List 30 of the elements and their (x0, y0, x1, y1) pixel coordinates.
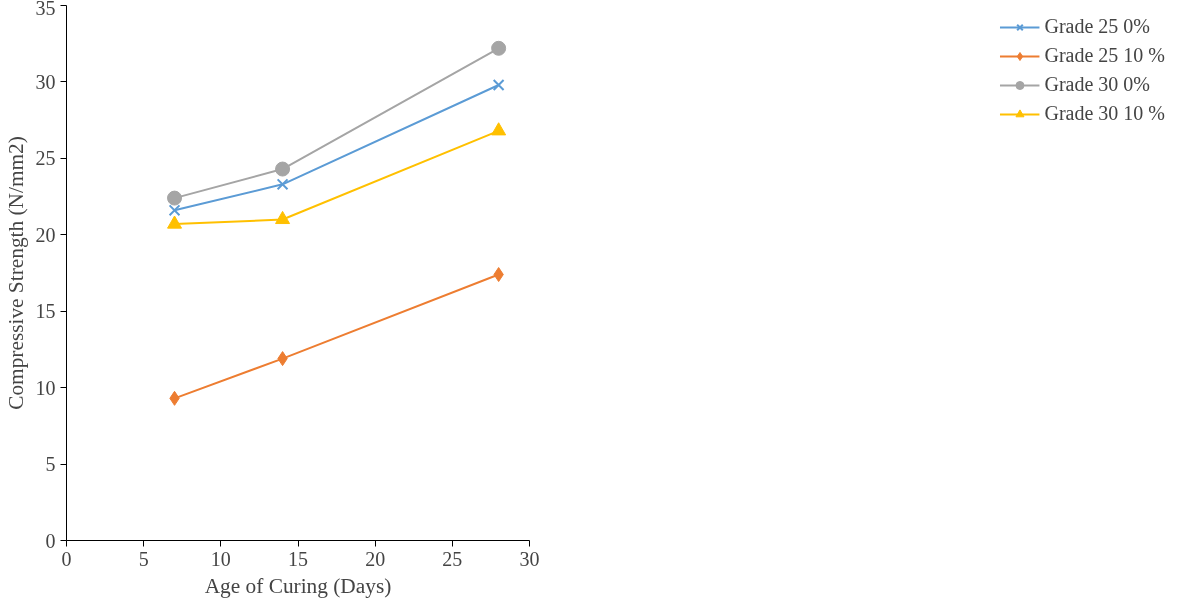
y-tick-label: 30 (35, 70, 56, 93)
point (168, 204, 181, 217)
point (491, 40, 507, 56)
legend-label: Grade 30 10 % (1044, 102, 1165, 125)
x-axis-title: Age of Curing (Days) (204, 573, 392, 598)
point (275, 161, 291, 177)
x-tick-label: 25 (442, 547, 463, 570)
x-tick-label: 15 (288, 547, 308, 570)
x-tick-label: 30 (519, 547, 540, 570)
y-tick-label: 20 (35, 223, 56, 246)
legend-label: Grade 25 10 % (1044, 44, 1165, 67)
legend-label: Grade 25 0% (1044, 15, 1150, 38)
point (167, 190, 183, 206)
point (275, 210, 291, 225)
point (276, 178, 289, 191)
point (167, 215, 183, 229)
y-tick-label: 5 (45, 453, 56, 476)
legend-label: Grade 30 0% (1044, 73, 1150, 96)
x-tick-label: 10 (210, 547, 231, 570)
point (492, 79, 505, 91)
x-tick-label: 5 (138, 547, 149, 570)
x-tick-label: 20 (365, 547, 386, 570)
point (491, 122, 507, 136)
x-tick-label: 0 (61, 547, 72, 570)
y-tick-label: 15 (35, 300, 56, 323)
y-tick-label: 10 (35, 376, 56, 399)
y-tick-label: 25 (35, 147, 56, 170)
y-tick-label: 0 (45, 529, 56, 552)
y-tick-label: 35 (35, 0, 56, 19)
y-axis-title: Compressive Strength (N/mm2) (3, 136, 28, 410)
